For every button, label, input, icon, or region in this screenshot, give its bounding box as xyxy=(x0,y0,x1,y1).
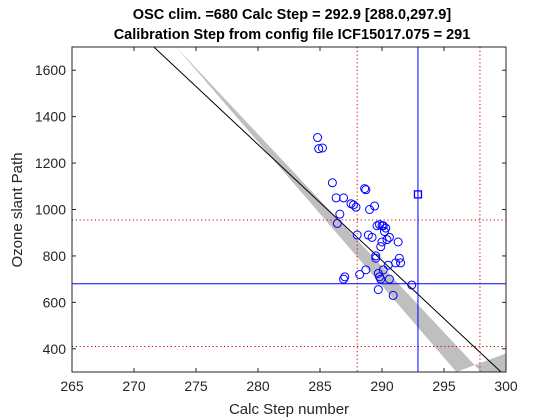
data-point xyxy=(351,202,361,212)
data-point xyxy=(391,258,401,268)
data-point xyxy=(371,253,381,263)
data-point xyxy=(370,201,380,211)
data-point xyxy=(396,258,406,268)
data-point xyxy=(376,242,386,252)
data-point xyxy=(378,221,388,231)
chart-subtitle: Calibration Step from config file ICF150… xyxy=(114,27,471,43)
plot-area xyxy=(72,47,506,372)
data-point xyxy=(384,232,394,242)
data-point xyxy=(317,143,327,153)
data-point xyxy=(375,272,385,282)
data-point xyxy=(352,230,362,240)
data-point xyxy=(331,193,341,203)
data-point xyxy=(339,193,349,203)
data-point xyxy=(377,237,387,247)
y-axis-label: Ozone slant Path xyxy=(9,152,26,267)
data-point xyxy=(384,274,394,284)
y-tick-label: 1000 xyxy=(35,202,66,218)
data-point xyxy=(393,237,403,247)
data-point xyxy=(332,218,342,228)
x-tick-label: 280 xyxy=(246,378,270,394)
y-tick-label: 600 xyxy=(43,294,67,310)
data-point xyxy=(367,232,377,242)
data-point xyxy=(313,133,323,143)
data-point xyxy=(376,274,386,284)
y-tick-label: 1600 xyxy=(35,62,66,78)
chart-title: OSC clim. =680 Calc Step = 292.9 [288.0,… xyxy=(133,7,452,23)
data-point xyxy=(314,144,324,154)
x-tick-label: 265 xyxy=(60,378,84,394)
data-point xyxy=(327,178,337,188)
fit-line xyxy=(153,47,502,372)
data-point xyxy=(339,274,349,284)
x-axis-label: Calc Step number xyxy=(229,401,349,418)
data-point xyxy=(388,290,398,300)
y-tick-label: 1400 xyxy=(35,109,66,125)
data-point xyxy=(407,280,417,290)
x-tick-label: 275 xyxy=(184,378,208,394)
square-marker xyxy=(413,190,423,199)
data-point xyxy=(382,235,392,245)
x-tick-label: 295 xyxy=(432,378,456,394)
data-point xyxy=(361,265,371,275)
x-tick-label: 285 xyxy=(308,378,332,394)
x-tick-label: 290 xyxy=(370,378,394,394)
data-point xyxy=(373,285,383,295)
data-point xyxy=(371,251,381,261)
data-point xyxy=(379,227,389,237)
data-point xyxy=(355,270,365,279)
data-point xyxy=(335,209,345,219)
x-tick-label: 300 xyxy=(494,378,518,394)
y-tick-label: 800 xyxy=(43,248,67,264)
data-point xyxy=(360,184,370,194)
y-tick-label: 400 xyxy=(43,341,67,357)
data-point xyxy=(372,221,382,231)
y-tick-label: 1200 xyxy=(35,155,66,171)
data-point xyxy=(348,200,358,210)
x-tick-label: 270 xyxy=(122,378,146,394)
data-point xyxy=(361,185,371,195)
data-point xyxy=(340,272,350,282)
